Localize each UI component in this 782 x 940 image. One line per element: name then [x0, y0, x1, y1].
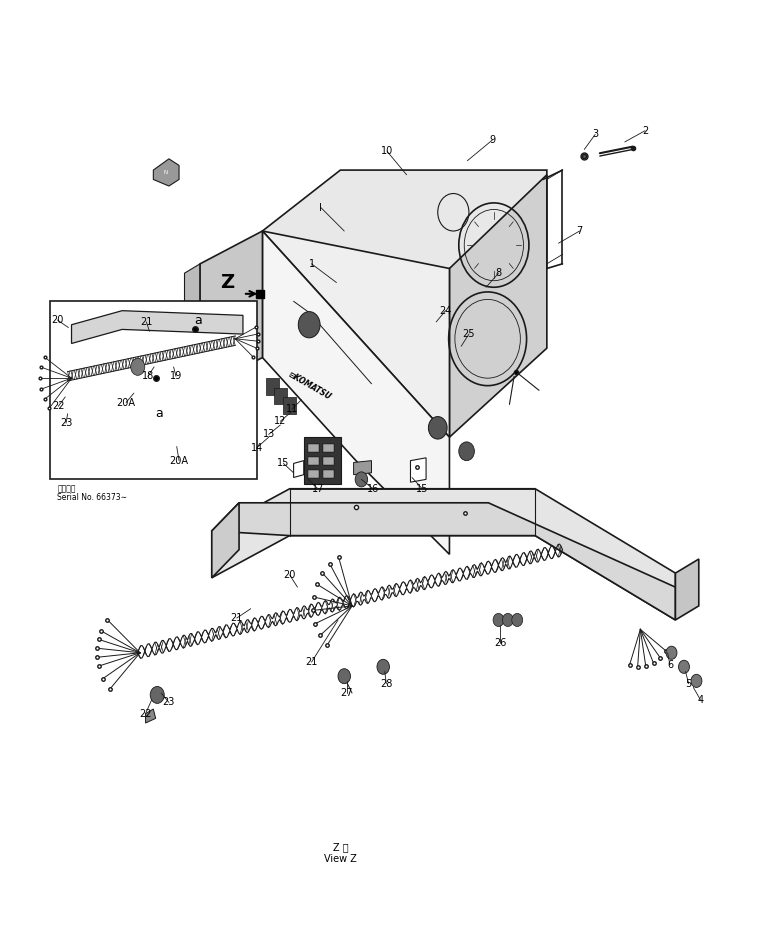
Polygon shape [71, 311, 243, 343]
Circle shape [377, 659, 389, 674]
Circle shape [131, 358, 145, 375]
Circle shape [298, 311, 320, 337]
Polygon shape [145, 709, 156, 723]
Circle shape [150, 355, 161, 368]
Text: 19: 19 [170, 371, 182, 382]
Text: Z 図: Z 図 [332, 841, 348, 852]
Polygon shape [200, 231, 263, 390]
Polygon shape [263, 231, 450, 555]
Text: 23: 23 [163, 697, 175, 708]
Text: 21: 21 [140, 317, 152, 327]
Text: 11: 11 [286, 404, 298, 415]
Text: 14: 14 [251, 443, 263, 452]
Circle shape [355, 472, 368, 487]
Circle shape [502, 614, 513, 627]
Text: 23: 23 [60, 418, 72, 428]
Circle shape [493, 614, 504, 627]
Text: 4: 4 [698, 695, 704, 705]
Text: 20: 20 [284, 570, 296, 580]
Text: 6: 6 [667, 660, 673, 670]
Polygon shape [263, 231, 450, 437]
Circle shape [338, 668, 350, 683]
Text: 適用号機: 適用号機 [58, 484, 76, 494]
Text: 18: 18 [142, 371, 154, 382]
Text: 20: 20 [52, 315, 63, 325]
Text: 13: 13 [263, 430, 274, 439]
Text: Serial No. 66373∼: Serial No. 66373∼ [58, 494, 127, 503]
Text: Z: Z [221, 273, 235, 292]
Text: 12: 12 [274, 416, 286, 426]
Text: 15: 15 [278, 459, 289, 468]
Bar [283, 397, 296, 414]
Circle shape [679, 660, 690, 673]
Polygon shape [212, 503, 676, 620]
Polygon shape [263, 170, 547, 334]
Text: 22: 22 [52, 401, 65, 412]
Text: 1: 1 [308, 258, 314, 269]
Polygon shape [153, 159, 179, 186]
Text: a: a [155, 407, 163, 420]
Text: N: N [163, 170, 168, 176]
Polygon shape [676, 559, 699, 620]
Polygon shape [185, 264, 200, 400]
Text: 8: 8 [496, 268, 501, 278]
Bar [267, 378, 279, 395]
Text: 25: 25 [463, 329, 475, 339]
Bar [323, 444, 334, 452]
Text: 9: 9 [490, 135, 495, 145]
Circle shape [459, 442, 475, 461]
Bar [323, 457, 334, 465]
Text: 20A: 20A [170, 456, 188, 465]
Text: 22: 22 [139, 709, 152, 719]
Bar [307, 457, 318, 465]
Polygon shape [212, 489, 676, 620]
Text: 5: 5 [686, 679, 692, 689]
Polygon shape [353, 461, 371, 475]
Text: 21: 21 [305, 657, 317, 667]
Polygon shape [450, 175, 547, 437]
Polygon shape [293, 461, 303, 478]
Text: 28: 28 [380, 679, 393, 689]
Bar [51, 302, 257, 479]
Text: 20A: 20A [117, 398, 135, 408]
Text: 2: 2 [642, 126, 648, 135]
Text: ⊟KOMATSU: ⊟KOMATSU [286, 369, 332, 401]
Circle shape [150, 686, 164, 703]
Circle shape [145, 350, 166, 374]
Text: View Z: View Z [324, 854, 357, 864]
Text: 3: 3 [592, 130, 598, 139]
Text: 10: 10 [381, 147, 393, 156]
Text: 7: 7 [576, 226, 583, 236]
Text: 17: 17 [311, 484, 324, 494]
Polygon shape [212, 503, 239, 578]
Text: 24: 24 [439, 306, 452, 316]
Text: I: I [319, 203, 322, 212]
Text: 21: 21 [231, 613, 243, 623]
Bar [303, 437, 341, 484]
Bar [307, 470, 318, 478]
Bar [274, 387, 286, 404]
Circle shape [429, 416, 447, 439]
Circle shape [666, 646, 677, 659]
Circle shape [691, 674, 702, 687]
Polygon shape [411, 458, 426, 482]
Text: 15: 15 [416, 484, 429, 494]
Bar [307, 444, 318, 452]
Bar [323, 470, 334, 478]
Text: a: a [194, 314, 202, 326]
Circle shape [166, 352, 183, 372]
Text: 27: 27 [340, 688, 353, 698]
Text: 16: 16 [367, 484, 379, 494]
Text: 26: 26 [494, 638, 506, 649]
Circle shape [511, 614, 522, 627]
